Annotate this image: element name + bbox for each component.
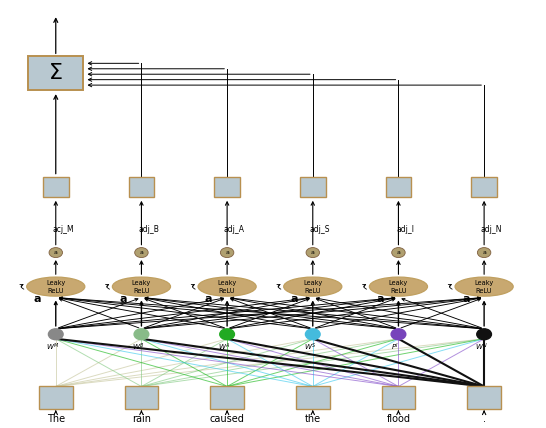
Circle shape (134, 329, 149, 340)
Circle shape (221, 247, 234, 258)
Ellipse shape (284, 277, 342, 296)
Text: ReLU: ReLU (48, 288, 64, 294)
Text: $P^I$: $P^I$ (391, 341, 399, 353)
Text: ReLU: ReLU (390, 288, 407, 294)
Ellipse shape (370, 277, 428, 296)
Text: $\Sigma$: $\Sigma$ (49, 63, 63, 83)
Text: adj_I: adj_I (397, 226, 415, 235)
Text: a: a (205, 294, 212, 304)
Ellipse shape (455, 277, 513, 296)
Text: Leaky: Leaky (132, 280, 151, 286)
Text: .: . (483, 414, 485, 424)
Text: ReLU: ReLU (305, 288, 321, 294)
Text: ReLU: ReLU (476, 288, 492, 294)
Circle shape (477, 329, 491, 340)
FancyBboxPatch shape (467, 386, 501, 409)
Text: $W^B$: $W^B$ (132, 341, 145, 353)
Text: $W^N$: $W^N$ (474, 341, 488, 353)
Text: a: a (482, 250, 486, 255)
FancyBboxPatch shape (214, 177, 240, 197)
Circle shape (49, 247, 62, 258)
Ellipse shape (198, 277, 256, 296)
FancyBboxPatch shape (124, 386, 158, 409)
Ellipse shape (112, 277, 170, 296)
Text: adj_S: adj_S (310, 226, 330, 235)
Circle shape (306, 247, 319, 258)
Text: a: a (120, 294, 127, 304)
FancyBboxPatch shape (471, 177, 497, 197)
Text: the: the (305, 414, 321, 424)
Circle shape (135, 247, 148, 258)
Text: a: a (396, 250, 400, 255)
Text: a: a (290, 294, 298, 304)
Text: a: a (225, 250, 229, 255)
FancyBboxPatch shape (210, 386, 244, 409)
Text: Leaky: Leaky (46, 280, 66, 286)
Text: ReLU: ReLU (219, 288, 235, 294)
FancyBboxPatch shape (300, 177, 325, 197)
Text: Leaky: Leaky (474, 280, 494, 286)
Text: $W^M$: $W^M$ (46, 341, 60, 353)
FancyBboxPatch shape (28, 56, 84, 90)
Text: $W^A$: $W^A$ (218, 341, 230, 353)
Text: a: a (311, 250, 314, 255)
Text: Leaky: Leaky (303, 280, 322, 286)
FancyBboxPatch shape (129, 177, 155, 197)
Text: a: a (462, 294, 470, 304)
Text: a: a (376, 294, 384, 304)
FancyBboxPatch shape (296, 386, 330, 409)
Text: adj_N: adj_N (480, 226, 502, 235)
Circle shape (391, 247, 405, 258)
Text: adj_A: adj_A (224, 226, 245, 235)
Text: The: The (47, 414, 65, 424)
Text: ReLU: ReLU (133, 288, 150, 294)
Text: $W^S$: $W^S$ (304, 341, 316, 353)
Circle shape (49, 329, 63, 340)
Text: Leaky: Leaky (217, 280, 237, 286)
Text: a: a (139, 250, 144, 255)
FancyBboxPatch shape (43, 177, 69, 197)
FancyBboxPatch shape (385, 177, 411, 197)
Text: adj_B: adj_B (138, 226, 159, 235)
FancyBboxPatch shape (382, 386, 416, 409)
Circle shape (477, 247, 491, 258)
Text: flood: flood (387, 414, 411, 424)
Text: a: a (34, 294, 41, 304)
Text: a: a (54, 250, 58, 255)
Circle shape (391, 329, 406, 340)
Text: acj_M: acj_M (52, 226, 74, 235)
FancyBboxPatch shape (39, 386, 73, 409)
Text: caused: caused (210, 414, 245, 424)
Text: Leaky: Leaky (389, 280, 408, 286)
Ellipse shape (27, 277, 85, 296)
Circle shape (219, 329, 234, 340)
Circle shape (305, 329, 320, 340)
Text: rain: rain (132, 414, 151, 424)
